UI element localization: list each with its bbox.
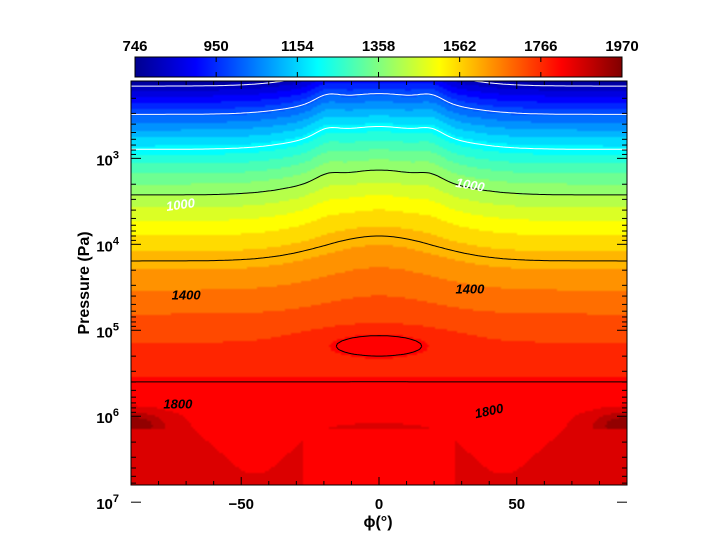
colorbar-tick-label: 1562 xyxy=(443,38,476,55)
colorbar: 746 950 1154 1358 1562 1766 1970 xyxy=(122,38,639,78)
contour-label: 1000 xyxy=(455,175,487,195)
contour-line xyxy=(131,235,627,262)
contour-label: 1400 xyxy=(455,281,485,296)
x-tick-label: −50 xyxy=(228,496,253,513)
y-tick-label: 104 xyxy=(96,235,120,255)
contour-labels: 1000 1000 1400 1400 1800 1800 xyxy=(163,175,505,421)
contour-label: 1400 xyxy=(172,287,202,302)
contour-label: 1000 xyxy=(165,195,196,214)
heatmap-field xyxy=(131,81,627,485)
x-tick-label: 50 xyxy=(508,496,525,513)
y-tick-label: 106 xyxy=(96,407,119,427)
y-tick-label: 105 xyxy=(96,321,119,341)
contour-line xyxy=(131,335,627,383)
contour-label: 1800 xyxy=(473,400,505,421)
y-axis: 103 104 105 106 107 xyxy=(96,97,627,513)
contour-label: 1800 xyxy=(163,396,193,411)
x-axis-title: ϕ(°) xyxy=(363,514,392,531)
x-axis: −50 0 50 xyxy=(158,81,600,513)
colorbar-tick-label: 1154 xyxy=(281,38,314,55)
contour-line xyxy=(131,126,627,150)
colorbar-tick-label: 950 xyxy=(204,38,229,55)
colorbar-tick-label: 1766 xyxy=(524,38,557,55)
y-tick-label: 107 xyxy=(96,493,119,513)
y-axis-title: Pressure (Pa) xyxy=(76,231,93,334)
colorbar-tick-label: 746 xyxy=(122,38,147,55)
contour-line xyxy=(131,93,627,115)
x-tick-label: 0 xyxy=(375,496,383,513)
contour-line xyxy=(131,169,627,196)
y-tick-label: 103 xyxy=(96,149,119,169)
heatmap-image xyxy=(131,81,627,485)
colorbar-tick-label: 1970 xyxy=(605,38,638,55)
colorbar-tick-label: 1358 xyxy=(362,38,395,55)
